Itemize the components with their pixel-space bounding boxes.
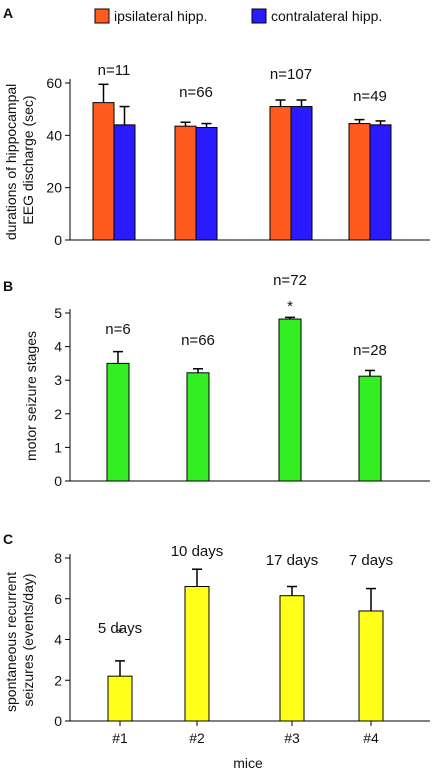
- y-tick-label-b-2: 2: [54, 406, 62, 422]
- bar-b-s1-1: [106, 362, 130, 482]
- annotation-b-3: n=72: [273, 272, 307, 289]
- panel-c: C 0 2 4 6 8 5 days 10 days 17 days 7 days * #1 #2 #3…: [3, 531, 430, 771]
- y-tick-label-b-0: 0: [54, 473, 62, 489]
- panel-label-b: B: [3, 278, 13, 294]
- plot-area-c: 0 2 4 6 8 5 days 10 days 17 days 7 days * #1 #2 #3 #4: [54, 543, 430, 746]
- annotation-b-1: n=6: [105, 321, 130, 338]
- plot-area-b: 0 1 2 3 4 5 n=6 n=66 n=72 n=28 *: [54, 272, 430, 489]
- x-tick-label-c-1: #1: [112, 730, 128, 746]
- bar-c-s1-1: [107, 675, 133, 722]
- x-axis-label-c: mice: [233, 755, 263, 771]
- significance-star-c-1: *: [117, 625, 123, 642]
- x-tick-label-c-3: #3: [284, 730, 300, 746]
- bar-a-s1-2: [174, 125, 197, 241]
- x-tick-label-c-2: #2: [189, 730, 205, 746]
- y-tick-label-c-2: 4: [54, 632, 62, 648]
- annotation-a-1: n=11: [98, 62, 131, 79]
- y-tick-label-a-3: 60: [46, 75, 62, 91]
- y-axis-label-c-line2: seizures (events/day): [20, 573, 36, 706]
- bar-a-s1-1: [92, 102, 115, 241]
- legend-swatch-ipsilateral: [94, 8, 110, 24]
- y-axis-label-c: spontaneous recurrent seizures (events/d…: [3, 568, 36, 712]
- y-tick-label-b-4: 4: [54, 339, 62, 355]
- panel-label-a: A: [3, 5, 13, 21]
- bar-a-s2-1: [113, 124, 136, 241]
- bar-c-s1-4: [358, 610, 384, 722]
- bar-a-s2-2: [195, 126, 218, 241]
- bar-b-s1-2: [186, 372, 210, 482]
- annotation-b-2: n=66: [181, 332, 215, 349]
- panel-b: B 0 1 2 3 4 5 n=6 n=66 n=72 n=28 * motor seizure s…: [3, 272, 430, 489]
- y-tick-label-c-4: 8: [54, 550, 62, 566]
- x-tick-label-c-4: #4: [363, 730, 379, 746]
- y-tick-label-a-0: 0: [54, 232, 62, 248]
- annotation-a-2: n=66: [179, 84, 213, 101]
- legend-swatch-contralateral: [251, 8, 267, 24]
- legend-label-ipsilateral: ipsilateral hipp.: [114, 8, 207, 24]
- y-axis-label-c-line1: spontaneous recurrent: [3, 572, 19, 712]
- y-tick-label-a-1: 20: [46, 180, 62, 196]
- y-axis-label-a-line1: durations of hippocampal: [3, 84, 19, 240]
- annotation-b-4: n=28: [353, 342, 387, 359]
- annotation-a-3: n=107: [270, 66, 312, 83]
- annotation-c-2: 10 days: [171, 543, 224, 560]
- bar-a-s1-3: [269, 106, 292, 241]
- bar-c-s1-3: [279, 595, 305, 722]
- annotation-c-1: 5 days: [98, 620, 142, 637]
- y-tick-label-c-1: 2: [54, 672, 62, 688]
- annotation-c-4: 7 days: [349, 552, 393, 569]
- y-axis-label-a: durations of hippocampal EEG discharge (…: [3, 80, 36, 240]
- y-tick-label-c-3: 6: [54, 591, 62, 607]
- bar-a-s2-3: [290, 106, 313, 241]
- bar-a-s2-4: [369, 124, 392, 241]
- bar-b-s1-4: [358, 375, 382, 482]
- y-axis-label-b: motor seizure stages: [23, 331, 39, 461]
- y-tick-label-c-0: 0: [54, 713, 62, 729]
- annotation-c-3: 17 days: [266, 552, 319, 569]
- bar-c-s1-2: [184, 586, 210, 722]
- bar-b-s1-3: [278, 318, 302, 482]
- plot-area-a: 0 20 40 60 n=11 n=66 n=107 n=49: [46, 62, 430, 248]
- y-tick-label-a-2: 40: [46, 127, 62, 143]
- panel-a: A ipsilateral hipp. contralateral hipp. …: [3, 5, 430, 248]
- panel-label-c: C: [3, 531, 13, 547]
- y-tick-label-b-3: 3: [54, 372, 62, 388]
- y-axis-label-a-line2: EEG discharge (sec): [20, 95, 36, 224]
- y-tick-label-b-5: 5: [54, 305, 62, 321]
- bar-a-s1-4: [348, 123, 371, 241]
- legend: ipsilateral hipp. contralateral hipp.: [94, 8, 382, 24]
- significance-star-b-3: *: [287, 298, 293, 315]
- y-tick-label-b-1: 1: [54, 439, 62, 455]
- legend-label-contralateral: contralateral hipp.: [271, 8, 382, 24]
- annotation-a-4: n=49: [353, 88, 387, 105]
